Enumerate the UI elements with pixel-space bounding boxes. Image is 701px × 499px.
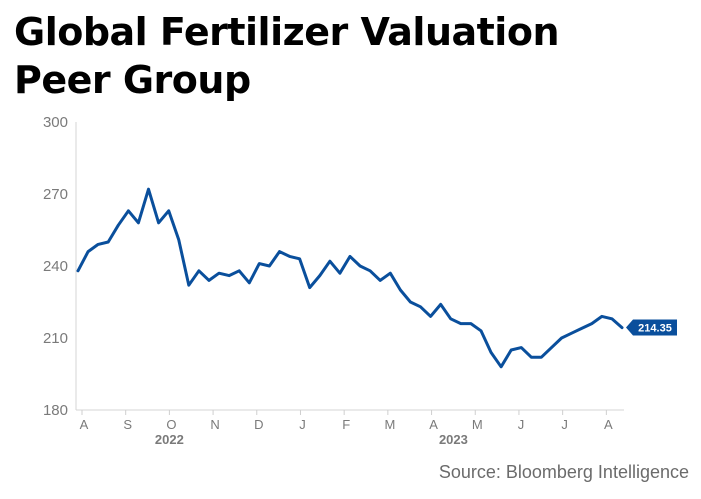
data-point — [510, 348, 513, 352]
data-point — [580, 327, 583, 330]
data-point — [358, 264, 362, 268]
data-point — [399, 288, 402, 292]
data-point — [499, 365, 503, 368]
data-point — [560, 336, 563, 340]
x-month-label: J — [561, 417, 568, 432]
x-axis: A S O N D J F M A M J J A 2022 2023 — [76, 409, 624, 447]
data-point — [338, 272, 342, 275]
data-point — [147, 188, 150, 191]
x-month-label: D — [254, 417, 263, 432]
data-point — [197, 269, 201, 272]
x-month-label: N — [210, 417, 219, 432]
y-tick-label: 240 — [43, 258, 68, 275]
data-point — [117, 224, 120, 227]
data-point — [227, 274, 231, 277]
data-point — [127, 209, 130, 212]
data-point — [177, 238, 180, 241]
x-year-label: 2023 — [439, 432, 468, 447]
last-value-badge — [626, 319, 677, 336]
data-point — [479, 329, 483, 332]
x-month-label: S — [123, 417, 132, 432]
data-point — [328, 260, 332, 263]
data-point — [429, 315, 432, 318]
data-point — [379, 279, 382, 282]
data-point — [318, 274, 321, 277]
data-point — [248, 281, 251, 284]
chart-title-line-2: Peer Group — [14, 58, 251, 102]
x-year-label: 2022 — [155, 432, 184, 447]
data-point — [308, 286, 311, 289]
data-point — [530, 356, 533, 359]
data-point — [600, 315, 604, 318]
data-point — [278, 250, 281, 253]
data-point — [570, 332, 573, 335]
data-point — [217, 272, 221, 275]
data-point — [368, 269, 372, 272]
y-axis: 300 270 240 210 180 — [43, 114, 77, 419]
data-point — [389, 272, 392, 275]
chart-title: Global Fertilizer Valuation Peer Group — [14, 8, 560, 104]
series-line — [76, 187, 624, 369]
x-month-label: F — [342, 417, 350, 432]
data-point — [590, 322, 593, 325]
data-point — [348, 255, 352, 258]
y-tick-label: 210 — [43, 330, 68, 347]
data-point — [520, 346, 523, 349]
data-point — [96, 243, 100, 246]
last-value-label: 214.35 — [638, 323, 672, 335]
data-point — [137, 221, 140, 224]
last-value-annotation: 214.35 — [626, 319, 677, 336]
x-month-label: O — [166, 417, 176, 432]
data-point — [268, 264, 271, 268]
x-month-label: A — [604, 417, 613, 432]
data-point — [187, 284, 190, 287]
x-month-label: A — [429, 417, 438, 432]
x-month-label: J — [518, 417, 525, 432]
data-point — [439, 303, 442, 306]
data-point — [167, 209, 170, 212]
source-note: Source: Bloomberg Intelligence — [438, 462, 689, 482]
data-point — [157, 221, 160, 224]
data-point — [610, 317, 614, 320]
chart-title-line-1: Global Fertilizer Valuation — [14, 10, 560, 54]
data-point — [620, 326, 624, 329]
data-point — [288, 255, 291, 258]
data-point — [298, 257, 301, 260]
data-point — [540, 356, 543, 359]
data-point — [238, 269, 241, 272]
x-month-label: J — [299, 417, 306, 432]
y-tick-label: 180 — [43, 402, 68, 419]
data-point — [409, 300, 412, 304]
data-point — [469, 322, 473, 325]
data-point — [107, 240, 110, 244]
x-month-label: A — [80, 417, 89, 432]
y-tick-label: 270 — [43, 186, 68, 203]
data-point — [459, 322, 462, 325]
data-point — [550, 346, 553, 349]
data-point — [76, 269, 80, 272]
data-point — [86, 250, 90, 253]
data-point — [258, 262, 261, 265]
y-tick-label: 300 — [43, 114, 68, 131]
data-point — [207, 279, 211, 282]
plot-area — [76, 187, 624, 369]
data-point — [449, 317, 452, 320]
data-point — [489, 351, 493, 354]
data-point — [419, 305, 422, 308]
x-month-label: M — [384, 417, 395, 432]
x-month-label: M — [472, 417, 483, 432]
